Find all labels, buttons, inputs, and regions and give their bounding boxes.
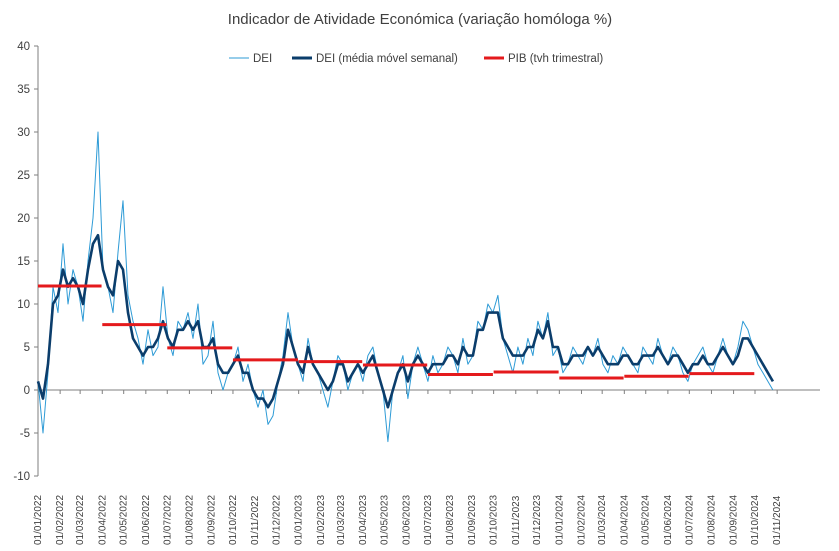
x-tick-label: 01/12/2022 [272,495,283,545]
x-tick-label: 01/06/2024 [663,495,674,545]
y-axis: -10 -5 0 5 10 15 20 25 30 35 40 [13,41,39,483]
x-tick-label: 01/01/2024 [554,495,565,545]
x-tick-label: 01/04/2023 [358,495,369,545]
legend-label-dei: DEI [253,53,272,65]
x-tick-label: 01/04/2022 [97,495,108,545]
x-tick-label: 01/03/2024 [597,495,608,545]
y-tick-label: -10 [13,471,30,483]
y-tick-label: -5 [20,428,30,440]
x-tick-label: 01/07/2023 [423,495,434,545]
x-tick-label: 01/02/2023 [316,495,327,545]
x-tick-label: 01/11/2023 [511,495,522,545]
x-tick-label: 01/08/2024 [706,495,717,545]
y-tick-label: 15 [17,256,30,268]
x-tick-label: 01/06/2023 [402,495,413,545]
x-tick-label: 01/05/2022 [119,495,130,545]
x-tick-label: 01/10/2024 [750,495,761,545]
chart-title: Indicador de Atividade Económica (variaç… [228,11,612,28]
x-tick-label: 01/05/2023 [379,495,390,545]
legend-label-dei-ma: DEI (média móvel semanal) [316,53,458,65]
y-tick-label: 25 [17,170,30,182]
x-tick-label: 01/05/2024 [641,495,652,545]
x-tick-label: 01/02/2024 [576,495,587,545]
legend: DEI DEI (média móvel semanal) PIB (tvh t… [229,53,603,65]
y-tick-label: 35 [17,84,30,96]
x-tick-label: 01/11/2022 [250,495,261,545]
y-tick-label: 20 [17,213,30,225]
x-tick-label: 01/12/2023 [532,495,543,545]
x-tick-label: 01/03/2022 [75,495,86,545]
x-tick-label: 01/10/2022 [228,495,239,545]
x-tick-label: 01/02/2022 [55,495,66,545]
x-tick-label: 01/01/2022 [33,495,44,545]
series-line-dei [37,131,774,443]
y-tick-label: 5 [24,342,30,354]
y-tick-label: 10 [17,299,30,311]
y-tick-label: 0 [24,385,30,397]
x-tick-label: 01/09/2023 [467,495,478,545]
y-tick-label: 30 [17,127,30,139]
x-tick-label: 01/11/2024 [772,495,783,545]
x-tick-label: 01/07/2022 [162,495,173,545]
x-tick-label: 01/06/2022 [141,495,152,545]
x-tick-label: 01/03/2023 [336,495,347,545]
x-tick-label: 01/04/2024 [619,495,630,545]
x-tick-label: 01/01/2023 [294,495,305,545]
legend-label-pib: PIB (tvh trimestral) [508,53,603,65]
x-tick-label: 01/10/2023 [489,495,500,545]
x-tick-label: 01/09/2022 [207,495,218,545]
x-tick-label: 01/08/2023 [445,495,456,545]
plot-area [36,131,775,443]
x-tick-label: 01/09/2024 [729,495,740,545]
x-tick-label: 01/08/2022 [184,495,195,545]
x-axis: 01/01/2022 01/02/2022 01/03/2022 01/04/2022… [33,389,820,545]
x-tick-label: 01/07/2024 [684,495,695,545]
y-tick-label: 40 [17,41,30,53]
series-line-dei-ma [36,233,775,409]
